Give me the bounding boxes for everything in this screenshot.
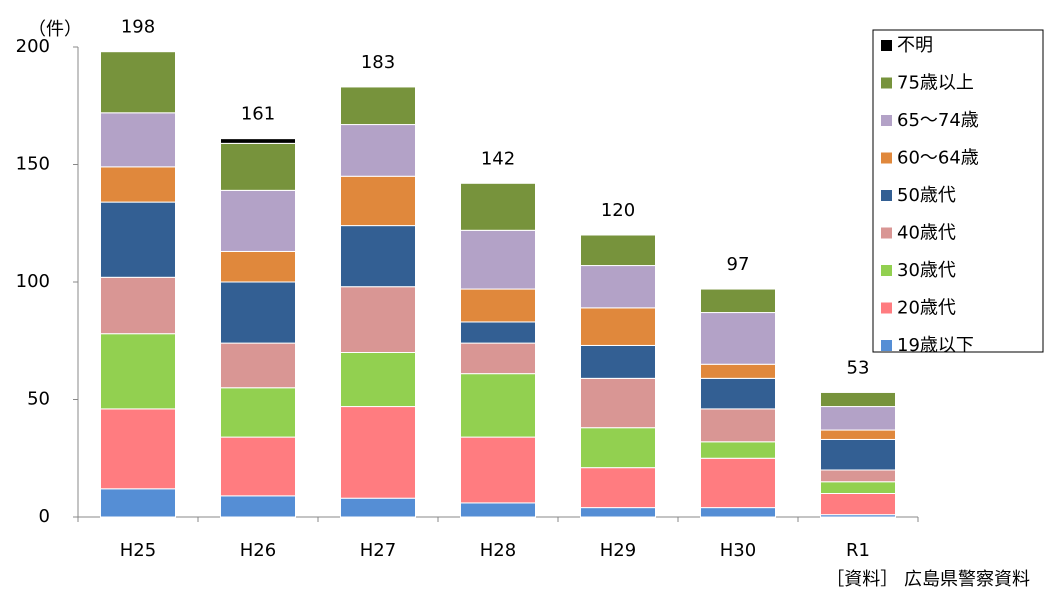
legend-swatch	[881, 152, 892, 164]
total-label: 120	[601, 200, 635, 221]
bar-segment	[220, 495, 296, 518]
bar-segment	[340, 406, 416, 499]
bar-segment	[220, 281, 296, 344]
bar-segment	[820, 481, 896, 494]
bar-segment	[100, 201, 176, 278]
bar-segment	[580, 507, 656, 518]
bar-segment	[100, 166, 176, 203]
bar-segment	[100, 276, 176, 335]
bar-segment	[100, 408, 176, 490]
legend-label: 不明	[897, 35, 933, 56]
bar-segment	[820, 493, 896, 516]
y-tick-label: 100	[16, 271, 50, 292]
bar-segment	[220, 142, 296, 191]
bar-segment	[460, 502, 536, 518]
y-tick-label: 0	[39, 506, 50, 527]
bar-segment	[700, 408, 776, 443]
legend-swatch	[881, 190, 892, 201]
total-label: 161	[241, 104, 275, 125]
bar-segment	[580, 467, 656, 509]
legend-swatch	[881, 340, 892, 351]
bar-segment	[340, 124, 416, 177]
bar-segment	[220, 387, 296, 438]
y-tick-label: 150	[16, 154, 50, 175]
total-label: 53	[847, 357, 870, 378]
bar-segment	[220, 189, 296, 252]
y-tick-label: 200	[16, 36, 50, 57]
bar-segment	[700, 288, 776, 314]
x-tick-label: H26	[240, 540, 276, 561]
source: ［資料］ 広島県警察資料	[826, 569, 1030, 590]
unit-label: （件）	[28, 19, 82, 40]
legend-swatch	[881, 227, 892, 239]
x-tick-label: H25	[120, 540, 156, 561]
bar-segment	[220, 436, 296, 497]
bar-segment	[460, 342, 536, 375]
x-tick-label: H29	[600, 540, 636, 561]
total-label: 97	[727, 254, 750, 275]
total-label: 183	[361, 52, 395, 73]
total-label: 198	[121, 17, 155, 38]
bar-segment	[460, 182, 536, 231]
y-tick-label: 50	[27, 389, 50, 410]
bar-segment	[700, 312, 776, 365]
legend-label: 75歳以上	[897, 73, 974, 94]
legend-label: 50歳代	[897, 185, 956, 206]
bar-segment	[580, 265, 656, 309]
bar-segment	[340, 286, 416, 354]
bar-segment	[340, 175, 416, 227]
bar-segment	[460, 436, 536, 504]
bar-segment	[700, 363, 776, 379]
legend-label: 60～64歳	[897, 148, 979, 169]
x-tick-label: H28	[480, 540, 516, 561]
legend-swatch	[881, 265, 892, 276]
bar-segment	[220, 250, 296, 283]
legend-swatch	[881, 115, 892, 126]
bar-segment	[340, 352, 416, 408]
bar-segment	[100, 51, 176, 114]
bar-segment	[700, 441, 776, 459]
legend-label: 40歳代	[897, 223, 956, 244]
bar-segment	[820, 406, 896, 431]
legend-label: 65～74歳	[897, 110, 979, 131]
bar-segment	[340, 497, 416, 518]
bar-segment	[820, 469, 896, 483]
bar-segment	[580, 427, 656, 469]
bar-segment	[580, 307, 656, 346]
legend-label: 30歳代	[897, 260, 956, 281]
bar-segment	[460, 288, 536, 323]
bar-segment	[100, 488, 176, 518]
bar-segment	[220, 138, 296, 144]
legend-swatch	[881, 40, 892, 51]
legend-swatch	[881, 302, 892, 314]
bar-segment	[580, 377, 656, 429]
total-label: 142	[481, 148, 515, 169]
bar-segment	[460, 229, 536, 290]
bar-segment	[460, 321, 536, 344]
legend-label: 19歳以下	[897, 335, 974, 356]
bar-segment	[220, 342, 296, 389]
bar-segment	[700, 507, 776, 518]
bar-segment	[460, 373, 536, 438]
bar-segment	[340, 86, 416, 126]
bar-segment	[100, 112, 176, 168]
bar-segment	[580, 234, 656, 267]
bar-segment	[700, 457, 776, 509]
bar-segment	[340, 225, 416, 288]
legend-box	[872, 29, 1044, 353]
legend-swatch	[881, 77, 892, 89]
x-tick-label: H27	[360, 540, 396, 561]
x-tick-label: R1	[846, 540, 870, 561]
bar-segment	[820, 429, 896, 440]
x-tick-label: H30	[720, 540, 756, 561]
bar-segment	[100, 333, 176, 410]
bar-segment	[700, 377, 776, 410]
bar-segment	[820, 438, 896, 471]
bar-segment	[580, 344, 656, 379]
bar-segment	[820, 391, 896, 408]
legend-label: 20歳代	[897, 298, 956, 319]
